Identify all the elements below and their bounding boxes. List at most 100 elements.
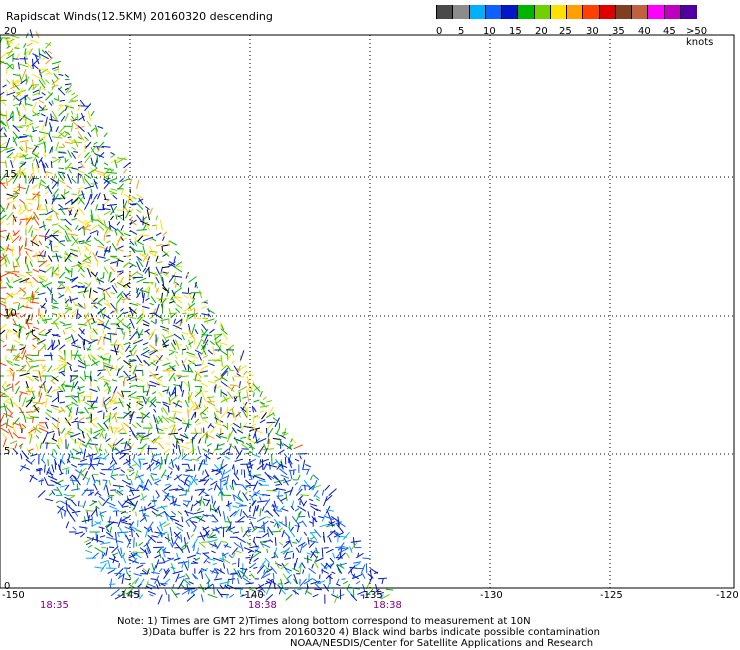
wind-barb bbox=[104, 289, 111, 299]
legend-tick-label: 20 bbox=[535, 26, 548, 37]
wind-barb bbox=[97, 492, 102, 497]
wind-barb bbox=[272, 572, 275, 579]
wind-barb bbox=[19, 346, 26, 351]
wind-barb bbox=[45, 72, 50, 75]
wind-barb bbox=[25, 355, 28, 360]
wind-barb bbox=[24, 247, 33, 252]
wind-barb bbox=[84, 261, 92, 264]
wind-barb bbox=[43, 383, 46, 392]
wind-barb bbox=[103, 174, 111, 179]
wind-barb bbox=[62, 143, 66, 148]
wind-barb bbox=[3, 402, 7, 413]
wind-barb bbox=[280, 588, 287, 595]
wind-barb bbox=[181, 370, 193, 373]
wind-barb bbox=[254, 546, 260, 554]
wind-barb bbox=[87, 264, 92, 268]
wind-barb bbox=[32, 96, 43, 101]
wind-barb bbox=[71, 276, 79, 283]
wind-barb bbox=[315, 508, 322, 512]
wind-barb bbox=[120, 547, 123, 555]
wind-barb bbox=[231, 562, 237, 565]
wind-barb bbox=[374, 571, 379, 575]
wind-barb bbox=[221, 491, 223, 501]
wind-barb bbox=[254, 526, 263, 529]
wind-barb bbox=[124, 375, 131, 379]
wind-barb bbox=[47, 475, 58, 481]
wind-barb bbox=[65, 84, 72, 94]
wind-barb bbox=[108, 412, 111, 423]
wind-barb bbox=[103, 258, 110, 263]
wind-barb bbox=[181, 448, 184, 458]
wind-barb bbox=[71, 193, 77, 196]
wind-barb bbox=[90, 339, 99, 341]
wind-barb bbox=[155, 255, 159, 262]
wind-barb bbox=[226, 568, 229, 575]
wind-barb bbox=[385, 588, 394, 591]
wind-barb bbox=[84, 103, 92, 112]
wind-barb bbox=[249, 588, 256, 592]
wind-barb bbox=[77, 391, 80, 403]
wind-barb bbox=[171, 367, 176, 372]
wind-barb bbox=[224, 584, 231, 590]
legend-swatch bbox=[582, 5, 599, 19]
wind-barb bbox=[190, 412, 196, 421]
wind-barb bbox=[104, 448, 108, 454]
wind-barb bbox=[2, 432, 8, 440]
wind-barb bbox=[97, 146, 102, 153]
wind-barb bbox=[175, 573, 180, 583]
wind-barb bbox=[102, 479, 108, 481]
wind-barb bbox=[220, 464, 224, 470]
wind-barb bbox=[132, 349, 137, 356]
wind-barb bbox=[6, 401, 13, 405]
wind-barb bbox=[193, 337, 196, 345]
wind-barb bbox=[194, 364, 203, 367]
wind-barb bbox=[213, 578, 223, 581]
wind-barb bbox=[294, 481, 299, 486]
legend-swatch bbox=[631, 5, 648, 19]
wind-barb bbox=[149, 370, 157, 379]
wind-barb bbox=[289, 486, 294, 496]
wind-barb bbox=[37, 292, 46, 296]
wind-barb bbox=[70, 499, 77, 507]
wind-barb bbox=[200, 382, 209, 387]
wind-barb bbox=[233, 396, 238, 403]
wind-barb bbox=[220, 459, 224, 470]
wind-barb bbox=[196, 516, 206, 523]
wind-barb bbox=[112, 406, 118, 411]
wind-barb bbox=[25, 381, 29, 389]
wind-barb bbox=[124, 344, 131, 352]
wind-barb bbox=[19, 326, 22, 335]
wind-barb bbox=[297, 495, 304, 501]
wind-barb bbox=[116, 157, 128, 161]
wind-barb bbox=[259, 560, 267, 569]
wind-barb bbox=[293, 444, 303, 450]
wind-barb bbox=[259, 459, 262, 465]
wind-barb bbox=[132, 365, 137, 375]
lat-label-0: 0 bbox=[4, 581, 11, 592]
wind-barb bbox=[25, 61, 33, 70]
wind-barb bbox=[36, 336, 40, 345]
wind-barb bbox=[248, 553, 254, 564]
wind-barb bbox=[115, 531, 118, 543]
wind-barb bbox=[236, 373, 241, 377]
wind-barb bbox=[123, 459, 131, 465]
wind-barb bbox=[97, 172, 108, 178]
wind-barb bbox=[292, 589, 300, 595]
wind-barb bbox=[245, 442, 255, 450]
wind-barb bbox=[116, 531, 120, 538]
wind-barb bbox=[321, 513, 326, 522]
wind-barb bbox=[38, 53, 49, 60]
wind-barb bbox=[216, 432, 221, 437]
wind-barb bbox=[232, 573, 234, 585]
wind-barb bbox=[45, 263, 51, 268]
wind-barb bbox=[284, 453, 288, 458]
wind-barb bbox=[231, 408, 235, 418]
wind-barb bbox=[128, 359, 137, 363]
wind-barb bbox=[117, 500, 124, 508]
wind-barb bbox=[164, 578, 171, 585]
wind-barb bbox=[64, 433, 67, 439]
wind-barb bbox=[171, 295, 183, 299]
wind-barb bbox=[146, 542, 152, 553]
wind-barb bbox=[81, 518, 93, 523]
wind-barb bbox=[314, 517, 317, 522]
